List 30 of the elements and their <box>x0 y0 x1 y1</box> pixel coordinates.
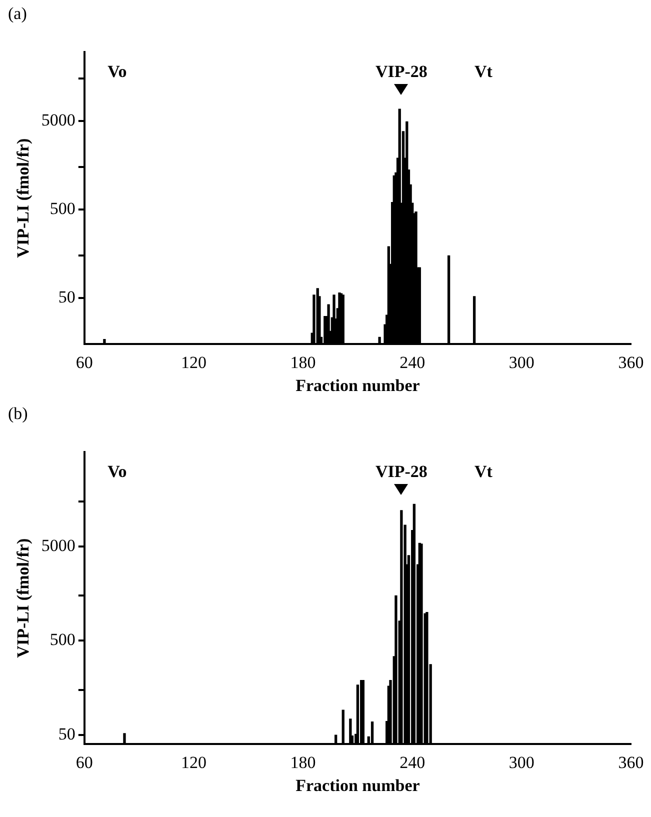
y-axis-title: VIP-LI (fmol/fr) <box>14 138 33 258</box>
x-tick-label: 60 <box>76 752 93 772</box>
annotation: Vt <box>474 62 493 81</box>
x-axis-title: Fraction number <box>296 776 420 796</box>
y-tick-label: 500 <box>50 198 76 218</box>
x-tick-label: 180 <box>290 752 316 772</box>
x-tick-label: 60 <box>76 352 93 372</box>
x-tick-label: 240 <box>400 352 426 372</box>
y-tick-label: 500 <box>50 630 76 650</box>
x-tick-label: 180 <box>290 352 316 372</box>
annotation: VIP-28 <box>375 462 428 481</box>
x-tick-label: 120 <box>180 352 206 372</box>
annotation: Vt <box>474 462 493 481</box>
chart-title: (a) <box>8 4 27 24</box>
annotation: VIP-28 <box>375 62 428 81</box>
x-tick-label: 240 <box>400 752 426 772</box>
x-tick-label: 120 <box>180 752 206 772</box>
x-tick-label: 360 <box>618 752 644 772</box>
x-axis-title: Fraction number <box>296 376 420 396</box>
chart-title: (b) <box>8 404 28 424</box>
x-tick-label: 300 <box>508 352 534 372</box>
y-tick-label: 50 <box>58 287 76 306</box>
annotation: Vo <box>108 462 127 481</box>
x-tick-label: 360 <box>618 352 644 372</box>
y-tick-label: 5000 <box>41 110 76 130</box>
annotation: Vo <box>108 62 127 81</box>
y-tick-label: 5000 <box>41 536 76 555</box>
y-tick-label: 50 <box>58 724 76 744</box>
y-axis-title: VIP-LI (fmol/fr) <box>14 538 33 658</box>
x-tick-label: 300 <box>508 752 534 772</box>
